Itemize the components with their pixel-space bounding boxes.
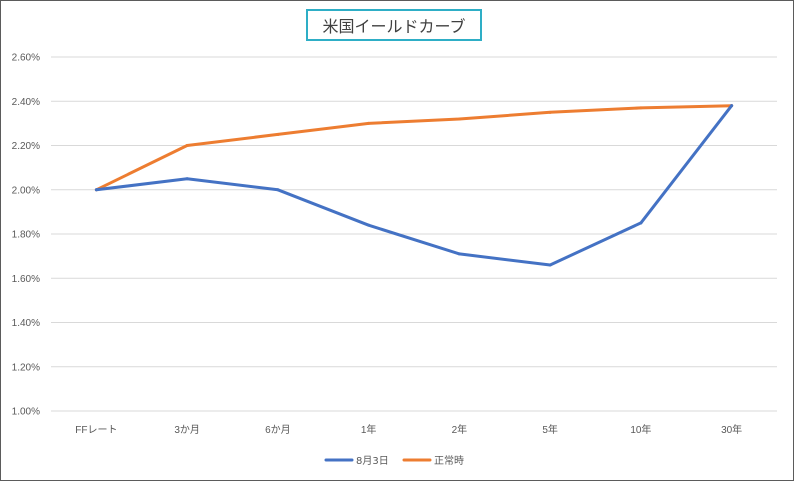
y-tick-label: 1.60% — [12, 274, 40, 285]
x-tick-label: 30年 — [721, 423, 742, 436]
x-tick-label: 2年 — [452, 423, 468, 436]
x-tick-label: 10年 — [630, 423, 651, 436]
y-tick-label: 2.60% — [12, 53, 40, 64]
data-point[interactable] — [185, 177, 189, 181]
data-point[interactable] — [548, 263, 552, 267]
series-line[interactable] — [94, 104, 734, 192]
data-point[interactable] — [457, 252, 461, 256]
data-point[interactable] — [639, 221, 643, 225]
data-point[interactable] — [276, 188, 280, 192]
data-point[interactable] — [639, 106, 643, 110]
y-tick-label: 1.80% — [12, 230, 40, 241]
data-point[interactable] — [367, 121, 371, 125]
x-tick-label: 1年 — [361, 423, 377, 436]
data-point[interactable] — [548, 110, 552, 114]
y-axis-tick-labels: 1.00% 1.20% 1.40% 1.60% 1.80% 2.00% 2.20% 2.40%… — [12, 53, 40, 418]
y-tick-label: 1.00% — [12, 407, 40, 418]
x-tick-label: 6か月 — [265, 424, 291, 436]
legend-label: 正常時 — [434, 454, 464, 467]
data-point[interactable] — [367, 223, 371, 227]
gridlines — [51, 56, 777, 412]
chart-title[interactable]: 米国イールドカーブ — [306, 9, 482, 41]
y-tick-label: 2.20% — [12, 141, 40, 152]
data-point[interactable] — [276, 132, 280, 136]
series-lines — [94, 104, 734, 267]
data-point[interactable] — [94, 188, 98, 192]
legend-label: 8月3日 — [356, 455, 389, 467]
x-tick-label: FFレート — [75, 425, 117, 436]
y-tick-label: 2.40% — [12, 97, 40, 108]
y-tick-label: 1.20% — [12, 362, 40, 373]
y-tick-label: 2.00% — [12, 185, 40, 196]
data-point[interactable] — [730, 104, 734, 108]
data-point[interactable] — [457, 117, 461, 121]
x-tick-label: 3か月 — [174, 424, 200, 436]
data-point[interactable] — [185, 144, 189, 147]
y-tick-label: 1.40% — [12, 318, 40, 329]
x-tick-label: 5年 — [542, 423, 558, 436]
series-line[interactable] — [94, 104, 734, 267]
legend: 8月3日 正常時 — [324, 454, 464, 467]
x-axis-tick-labels: FFレート 3か月 6か月 1年 2年 5年 10年 30年 — [75, 423, 742, 436]
